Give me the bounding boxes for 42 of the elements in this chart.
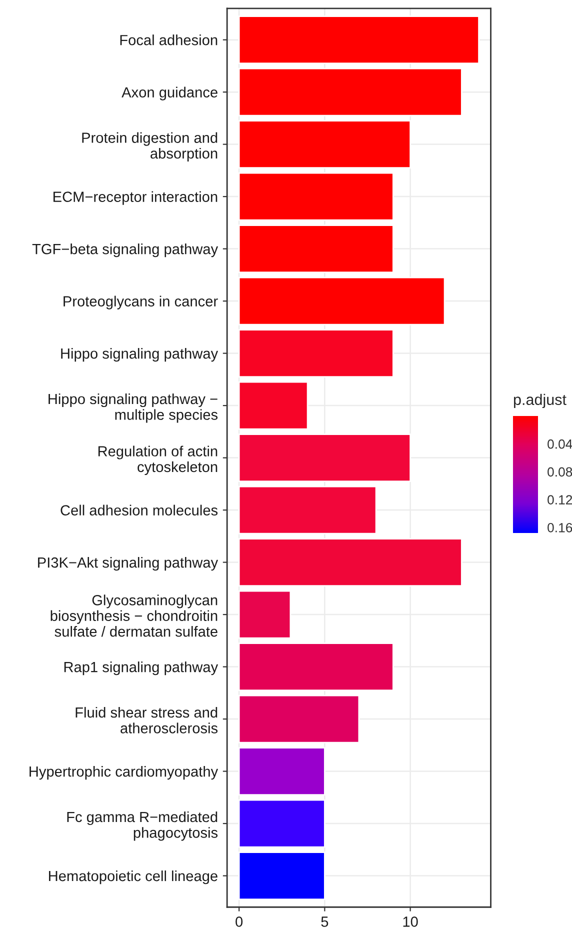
bar: [238, 329, 394, 378]
y-tick-label: ECM−receptor interaction: [54, 191, 218, 205]
x-tick-label: 5: [321, 916, 328, 927]
y-tick-label: Regulation of actin cytoskeleton: [98, 446, 218, 476]
y-tick-label: Focal adhesion: [120, 34, 218, 46]
y-tick-label: Fluid shear stress and atherosclerosis: [76, 706, 218, 734]
y-tick-label: Protein digestion and absorption: [82, 132, 218, 162]
y-tick-label: Cell adhesion molecules: [60, 504, 218, 516]
bar: [238, 747, 326, 796]
x-tick-label: 0: [236, 916, 243, 927]
bar: [238, 68, 462, 116]
x-tick-label: 10: [403, 916, 418, 927]
bar: [238, 434, 411, 482]
y-tick-label: Axon guidance: [122, 86, 218, 100]
bar: [238, 486, 377, 534]
bar: [238, 694, 360, 744]
bar: [238, 16, 480, 64]
bar: [238, 224, 394, 274]
color-bar-title: p.adjust: [514, 394, 566, 408]
y-tick-label: Hippo signaling pathway − multiple species: [48, 393, 218, 423]
color-bar-label: 0.04: [548, 439, 572, 449]
y-tick-label: Glycosaminoglycan biosynthesis − chondroitin sulfate / dermatan sulfate: [50, 594, 218, 637]
y-tick-label: Hematopoietic cell lineage: [49, 870, 218, 884]
bar: [238, 642, 394, 691]
y-tick-label: Proteoglycans in cancer: [64, 296, 218, 310]
color-bar-label: 0.08: [548, 467, 572, 477]
y-tick-label: Hypertrophic cardiomyopathy: [30, 766, 218, 780]
color-bar-label: 0.12: [548, 495, 572, 504]
color-bar-label: 0.16: [548, 522, 572, 532]
bar: [238, 276, 446, 326]
bar: [238, 799, 326, 848]
bar: [238, 852, 326, 900]
bar: [238, 381, 308, 430]
y-tick-label: Rap1 signaling pathway: [64, 662, 218, 676]
y-tick-label: Fc gamma R−mediated phagocytosis: [67, 811, 218, 841]
bar: [238, 172, 394, 221]
y-tick-label: Hippo signaling pathway: [61, 348, 218, 362]
y-tick-label: TGF−beta signaling pathway: [32, 244, 218, 258]
bar: [238, 120, 411, 169]
bar: [238, 538, 462, 586]
bar: [238, 590, 292, 639]
y-tick-label: PI3K−Akt signaling pathway: [38, 557, 218, 571]
